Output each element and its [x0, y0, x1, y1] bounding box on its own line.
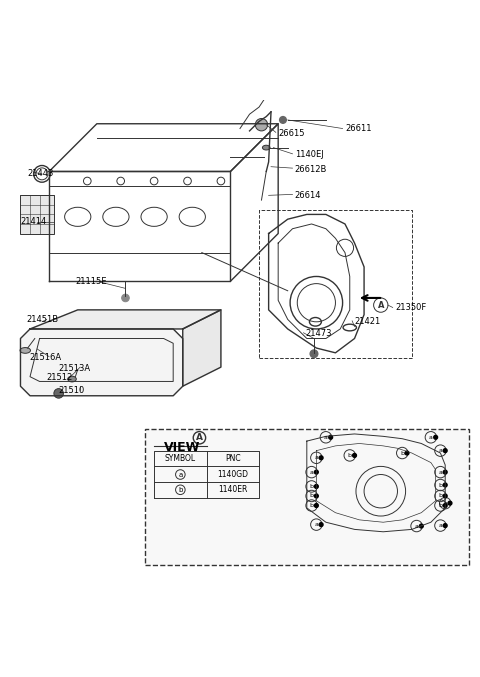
Text: a: a	[314, 522, 318, 527]
Text: 1140GD: 1140GD	[217, 470, 248, 479]
Text: 21513A: 21513A	[59, 364, 91, 372]
Text: a: a	[439, 470, 443, 475]
Circle shape	[314, 504, 318, 508]
Text: 21451B: 21451B	[27, 315, 59, 324]
Circle shape	[329, 435, 333, 439]
Text: a: a	[439, 523, 443, 528]
Ellipse shape	[68, 376, 76, 382]
Text: a: a	[439, 448, 443, 453]
Text: 26614: 26614	[295, 191, 322, 200]
Text: b: b	[438, 494, 443, 498]
Circle shape	[353, 454, 357, 458]
Polygon shape	[183, 310, 221, 386]
Text: 1140EJ: 1140EJ	[295, 150, 324, 159]
Text: 21510: 21510	[59, 387, 85, 395]
Circle shape	[310, 350, 318, 357]
Text: b: b	[178, 487, 182, 493]
Text: a: a	[178, 471, 182, 477]
Text: b: b	[438, 483, 443, 487]
Circle shape	[314, 485, 318, 488]
Text: a: a	[415, 523, 419, 529]
Circle shape	[314, 471, 318, 474]
FancyBboxPatch shape	[144, 429, 469, 565]
Text: 21350F: 21350F	[395, 303, 426, 312]
Text: a: a	[429, 435, 433, 440]
Text: b: b	[310, 503, 313, 508]
Text: 21421: 21421	[355, 318, 381, 326]
Text: 26612B: 26612B	[295, 165, 327, 173]
Text: b: b	[348, 453, 352, 458]
Ellipse shape	[263, 146, 270, 150]
Text: 21443: 21443	[28, 169, 54, 178]
Text: a: a	[310, 470, 313, 475]
Text: a: a	[443, 501, 447, 506]
Circle shape	[280, 116, 286, 123]
Circle shape	[444, 449, 447, 452]
Circle shape	[405, 451, 409, 455]
Circle shape	[444, 504, 447, 508]
Text: 21512: 21512	[47, 373, 73, 382]
Text: a: a	[324, 435, 328, 440]
Text: 1140ER: 1140ER	[218, 485, 248, 494]
Text: PNC: PNC	[225, 454, 240, 463]
Text: b: b	[400, 450, 404, 456]
Text: 21414: 21414	[21, 217, 47, 226]
Circle shape	[434, 435, 438, 439]
Circle shape	[319, 456, 323, 460]
Circle shape	[319, 523, 323, 527]
Text: 26611: 26611	[345, 124, 372, 133]
Text: 21473: 21473	[306, 329, 332, 338]
Text: b: b	[310, 484, 313, 489]
Circle shape	[420, 524, 423, 528]
Text: 21115E: 21115E	[75, 277, 107, 286]
Text: b: b	[310, 494, 313, 498]
Text: a: a	[314, 456, 318, 460]
Circle shape	[444, 483, 447, 487]
Circle shape	[444, 494, 447, 498]
Text: SYMBOL: SYMBOL	[165, 454, 196, 463]
Ellipse shape	[20, 347, 31, 353]
Circle shape	[121, 294, 129, 302]
Circle shape	[444, 471, 447, 474]
Text: 21516A: 21516A	[29, 353, 61, 362]
Text: VIEW: VIEW	[164, 441, 200, 454]
Polygon shape	[21, 329, 183, 396]
Circle shape	[255, 118, 268, 131]
Polygon shape	[30, 310, 221, 329]
Bar	[21, 196, 54, 234]
Circle shape	[54, 389, 63, 398]
Circle shape	[314, 494, 318, 498]
Circle shape	[448, 501, 452, 505]
Circle shape	[444, 524, 447, 527]
Text: A: A	[378, 301, 384, 309]
Text: 26615: 26615	[278, 129, 305, 138]
Text: b: b	[438, 503, 443, 508]
Text: A: A	[196, 433, 203, 442]
